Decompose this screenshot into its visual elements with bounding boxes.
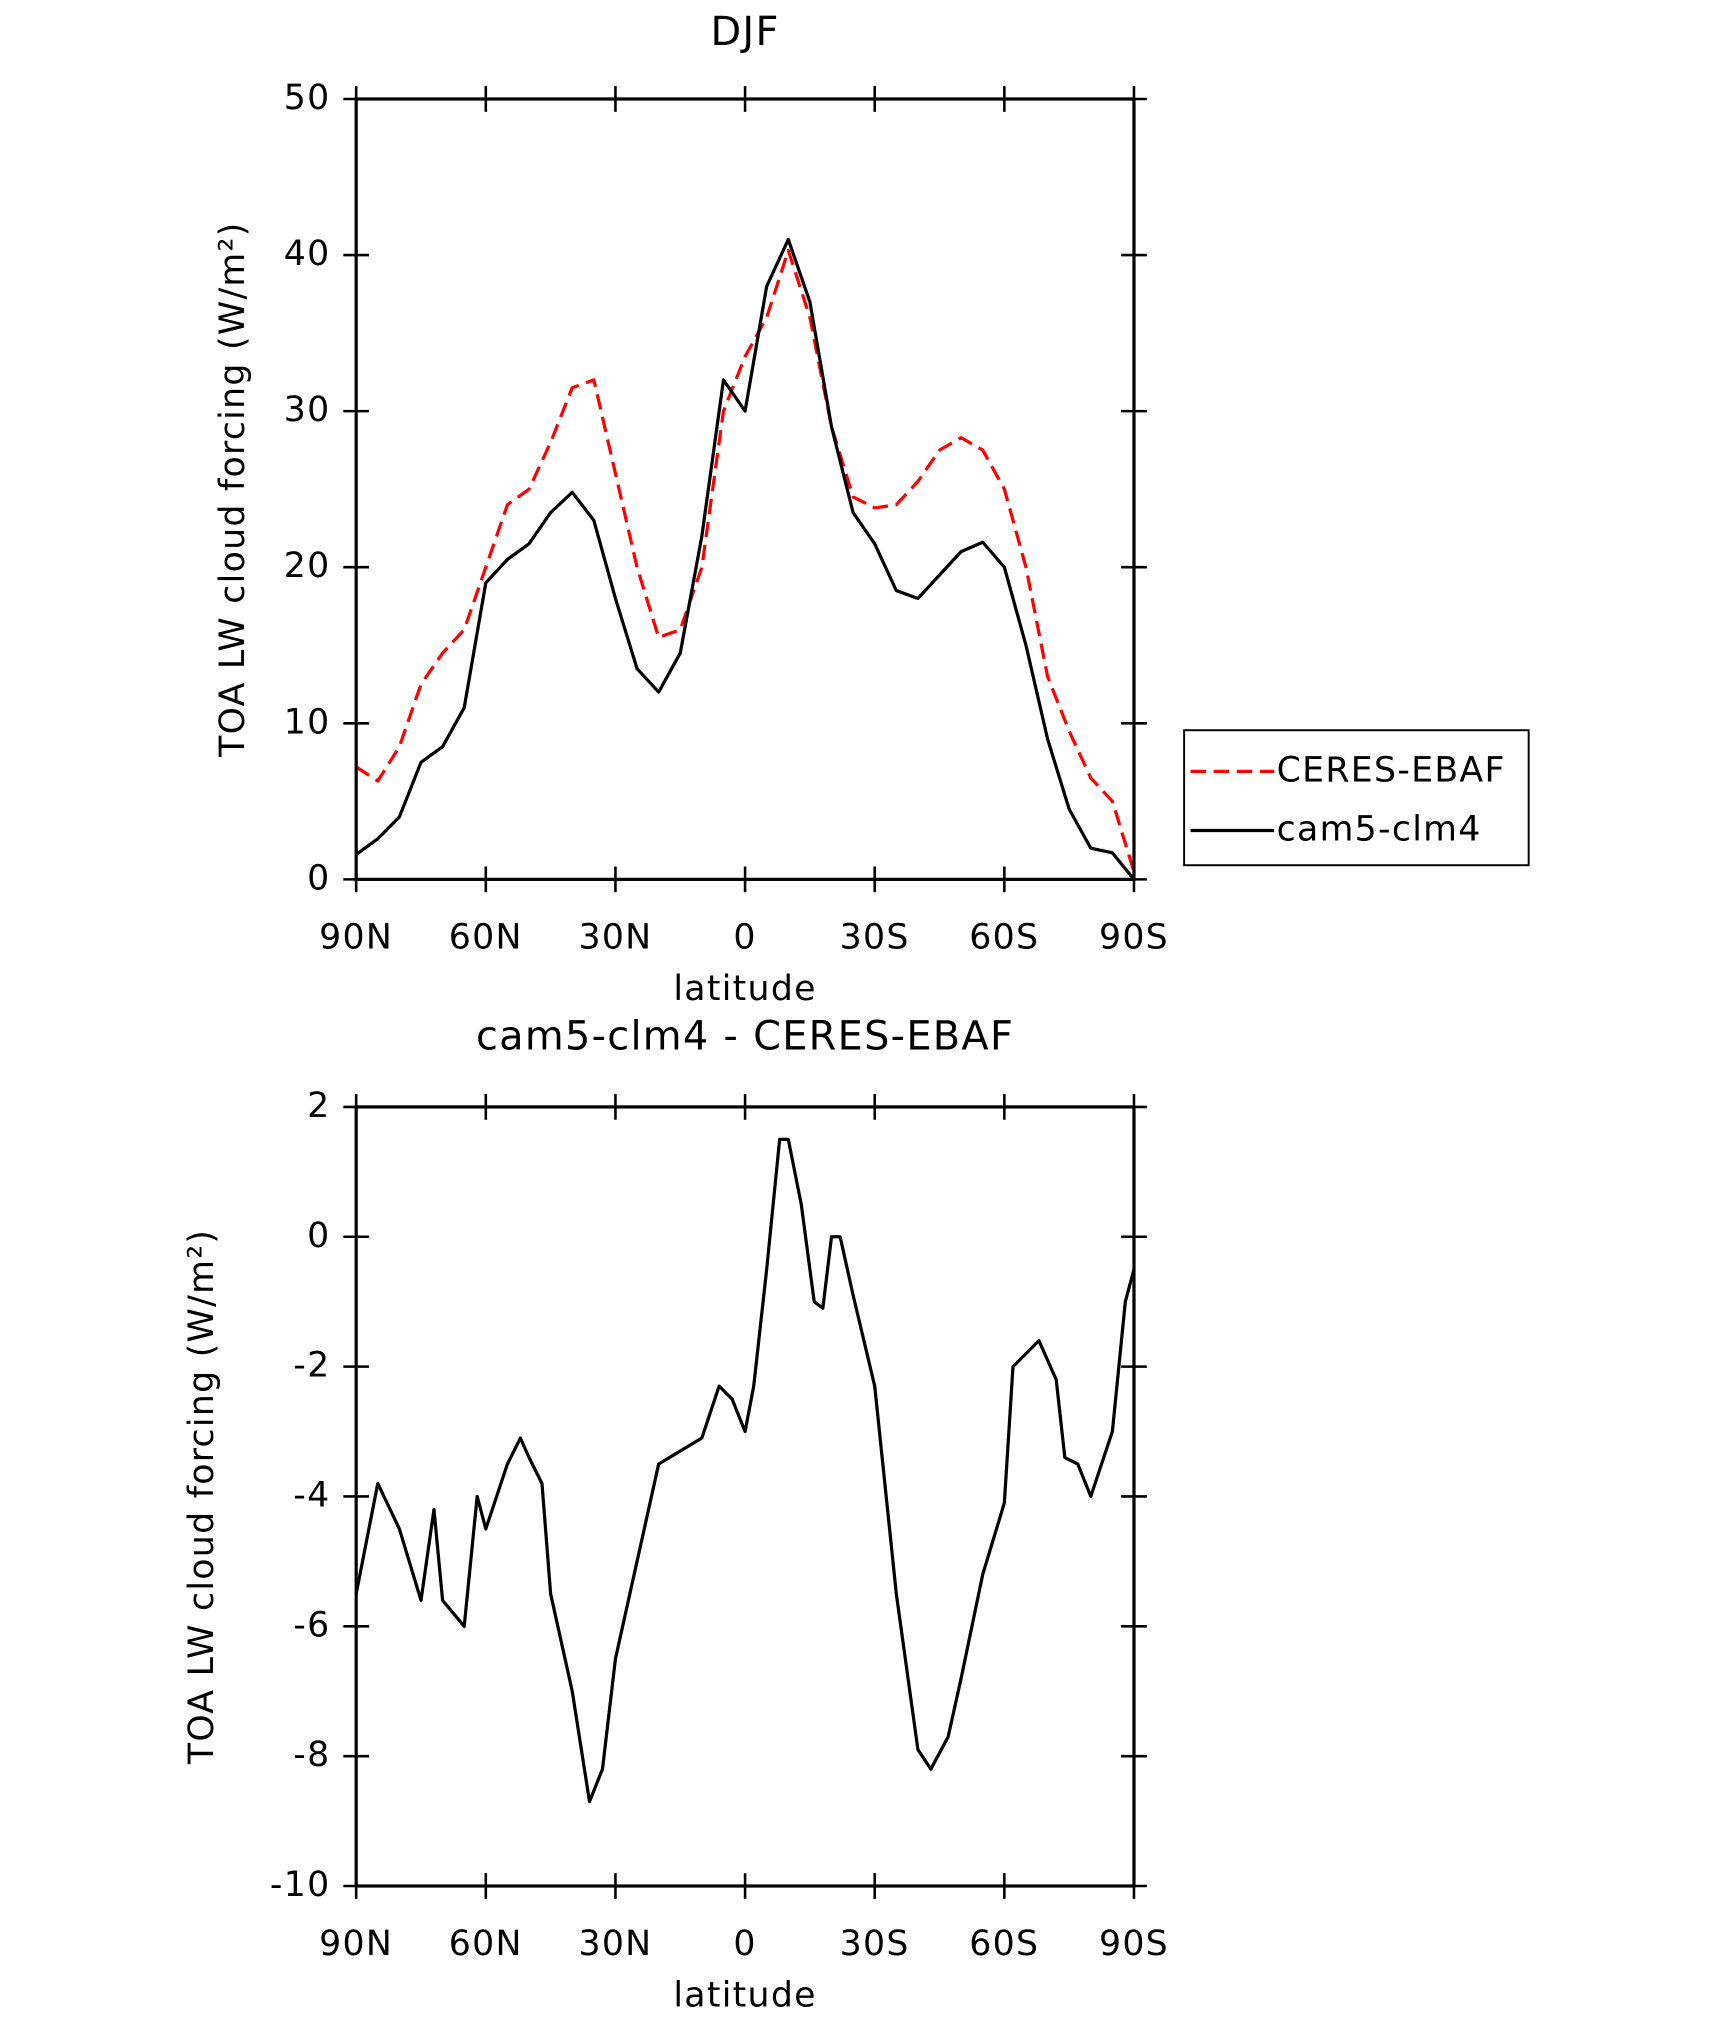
x-tick-label: 60N [449,1924,523,1964]
data-line [355,237,1136,881]
x-tick-label: 90N [319,918,393,958]
plot-frame [354,97,1136,881]
y-tick-label: -6 [293,1605,330,1645]
x-tick-label: 90S [1099,1924,1169,1964]
y-tick-label: -10 [270,1865,331,1905]
y-axis-label: TOA LW cloud forcing (W/m²) [213,221,253,757]
x-tick-label: 90S [1099,918,1169,958]
x-tick-label: 30S [840,918,910,958]
data-line [354,1137,1136,1804]
legend-box [1183,729,1530,867]
y-tick-label: -4 [293,1475,330,1515]
data-line [355,248,1136,873]
y-tick-label: 20 [284,546,331,586]
y-tick-label: 10 [284,702,331,742]
plot-frame [354,1105,1136,1888]
legend-label: CERES-EBAF [1277,750,1506,790]
x-tick-label: 90N [319,1924,393,1964]
y-tick-label: 0 [307,858,330,898]
x-tick-label: 60S [969,918,1039,958]
y-tick-label: 0 [307,1216,330,1256]
x-tick-label: 60S [969,1924,1039,1964]
y-tick-label: 2 [307,1086,330,1126]
y-tick-label: 40 [284,234,331,274]
y-tick-label: 30 [284,390,331,430]
x-axis-label: latitude [673,1976,816,2016]
legend-label: cam5-clm4 [1277,810,1482,850]
chart-title: cam5-clm4 - CERES-EBAF [476,1013,1014,1059]
x-tick-label: 30N [578,918,652,958]
x-tick-label: 30N [578,1924,652,1964]
x-axis-label: latitude [673,969,816,1009]
y-axis-label: TOA LW cloud forcing (W/m²) [182,1229,222,1765]
y-tick-label: 50 [284,78,331,118]
y-tick-label: -2 [293,1346,330,1386]
x-tick-label: 60N [449,918,523,958]
chart-title: DJF [710,9,779,55]
x-tick-label: 30S [840,1924,910,1964]
y-tick-label: -8 [293,1735,330,1775]
x-tick-label: 0 [733,1924,756,1964]
x-tick-label: 0 [733,918,756,958]
